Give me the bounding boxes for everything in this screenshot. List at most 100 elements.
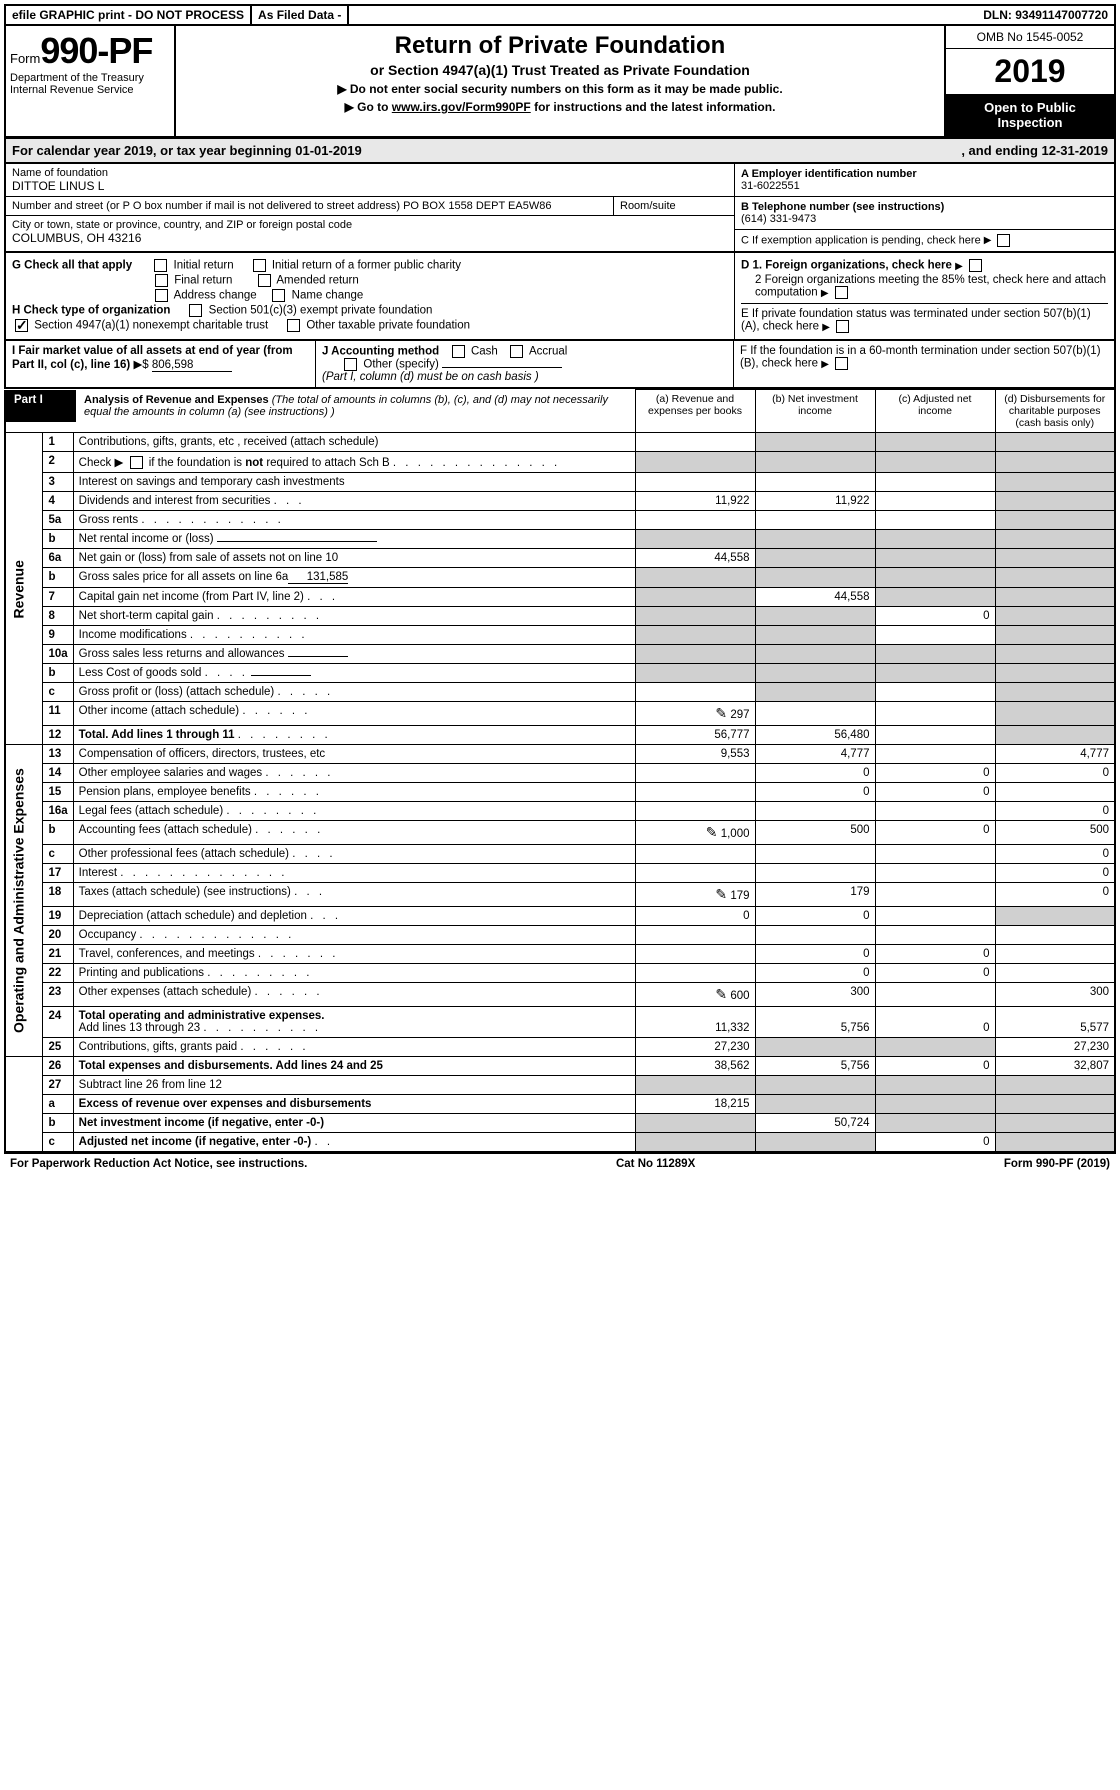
revenue-label: Revenue <box>5 433 43 745</box>
col-c-header: (c) Adjusted net income <box>875 390 995 433</box>
attach-icon[interactable]: ✎ <box>715 705 727 722</box>
row-12: 12Total. Add lines 1 through 11 . . . . … <box>5 726 1115 745</box>
row-2: 2Check ▶ if the foundation is not requir… <box>5 452 1115 473</box>
c-label: C If exemption application is pending, c… <box>741 234 981 246</box>
row-17: 17Interest . . . . . . . . . . . . . .0 <box>5 864 1115 883</box>
row-6a: 6aNet gain or (loss) from sale of assets… <box>5 549 1115 568</box>
part1-table: Part I Analysis of Revenue and Expenses … <box>4 389 1116 1153</box>
d2-checkbox[interactable] <box>835 286 848 299</box>
gh-right: D 1. Foreign organizations, check here 2… <box>734 253 1114 339</box>
f-cell: F If the foundation is in a 60-month ter… <box>734 341 1114 387</box>
phone-value: (614) 331-9473 <box>741 213 816 225</box>
footer-mid: Cat No 11289X <box>616 1158 695 1170</box>
phone-row: B Telephone number (see instructions) (6… <box>735 197 1114 230</box>
row-22: 22Printing and publications . . . . . . … <box>5 964 1115 983</box>
row-27: 27Subtract line 26 from line 12 <box>5 1076 1115 1095</box>
row-23: 23Other expenses (attach schedule) . . .… <box>5 983 1115 1007</box>
year-end: 12-31-2019 <box>1042 143 1109 158</box>
form-prefix: Form <box>10 51 40 66</box>
ij-block: I Fair market value of all assets at end… <box>4 341 1116 389</box>
exemption-row: C If exemption application is pending, c… <box>735 230 1114 251</box>
j-accrual-checkbox[interactable] <box>510 345 523 358</box>
part1-tag: Part I <box>6 390 76 422</box>
r2-checkbox[interactable] <box>130 456 143 469</box>
attach-icon[interactable]: ✎ <box>715 886 727 903</box>
row-18: 18Taxes (attach schedule) (see instructi… <box>5 883 1115 907</box>
row-1: Revenue 1Contributions, gifts, grants, e… <box>5 433 1115 452</box>
irs-link[interactable]: www.irs.gov/Form990PF <box>392 100 531 114</box>
gh-left: G Check all that apply Initial return In… <box>6 253 734 339</box>
efile-notice: efile GRAPHIC print - DO NOT PROCESS <box>6 6 252 24</box>
ein-value: 31-6022551 <box>741 180 800 192</box>
row-3: 3Interest on savings and temporary cash … <box>5 473 1115 492</box>
row-6b: bGross sales price for all assets on lin… <box>5 568 1115 588</box>
arrow-icon <box>984 234 995 246</box>
gh-block: G Check all that apply Initial return In… <box>4 253 1116 341</box>
expenses-label: Operating and Administrative Expenses <box>5 745 43 1057</box>
row-5a: 5aGross rents . . . . . . . . . . . . <box>5 511 1115 530</box>
h-4947-checkbox[interactable] <box>15 319 28 332</box>
j-other-checkbox[interactable] <box>344 358 357 371</box>
foundation-name: DITTOE LINUS L <box>12 179 104 193</box>
row-9: 9Income modifications . . . . . . . . . … <box>5 626 1115 645</box>
g-initial-checkbox[interactable] <box>154 259 167 272</box>
row-7: 7Capital gain net income (from Part IV, … <box>5 588 1115 607</box>
room-label: Room/suite <box>614 197 734 215</box>
form-number: 990-PF <box>40 30 152 71</box>
city-value: COLUMBUS, OH 43216 <box>12 231 141 245</box>
footer-left: For Paperwork Reduction Act Notice, see … <box>10 1158 307 1170</box>
g-final-checkbox[interactable] <box>155 274 168 287</box>
dept-label: Department of the Treasury <box>10 72 170 84</box>
calendar-year-row: For calendar year 2019, or tax year begi… <box>4 138 1116 164</box>
fmv-value: 806,598 <box>152 359 232 372</box>
form-page: efile GRAPHIC print - DO NOT PROCESS As … <box>0 0 1120 1178</box>
open-inspection: Open to Public Inspection <box>946 94 1114 136</box>
row-10b: bLess Cost of goods sold . . . . <box>5 664 1115 683</box>
row-27a: aExcess of revenue over expenses and dis… <box>5 1095 1115 1114</box>
row-4: 4Dividends and interest from securities … <box>5 492 1115 511</box>
e-checkbox[interactable] <box>836 320 849 333</box>
dln-label: DLN: <box>983 8 1012 22</box>
g-amended-checkbox[interactable] <box>258 274 271 287</box>
dln-value: 93491147007720 <box>1015 8 1108 22</box>
h-501c3-checkbox[interactable] <box>189 304 202 317</box>
header-center: Return of Private Foundation or Section … <box>176 26 944 136</box>
row-14: 14Other employee salaries and wages . . … <box>5 764 1115 783</box>
attach-icon[interactable]: ✎ <box>715 986 727 1003</box>
attach-icon[interactable]: ✎ <box>706 824 718 841</box>
header-right: OMB No 1545-0052 2019 Open to Public Ins… <box>944 26 1114 136</box>
irs-label: Internal Revenue Service <box>10 84 170 96</box>
h-row: H Check type of organization Section 501… <box>12 304 728 317</box>
row-8: 8Net short-term capital gain . . . . . .… <box>5 607 1115 626</box>
c-checkbox[interactable] <box>997 234 1010 247</box>
j-cash-checkbox[interactable] <box>452 345 465 358</box>
foundation-name-row: Name of foundation DITTOE LINUS L <box>6 164 734 197</box>
d1-checkbox[interactable] <box>969 259 982 272</box>
row-16c: cOther professional fees (attach schedul… <box>5 845 1115 864</box>
name-label: Name of foundation <box>12 167 728 179</box>
f-checkbox[interactable] <box>835 357 848 370</box>
row-10a: 10aGross sales less returns and allowanc… <box>5 645 1115 664</box>
g-address-checkbox[interactable] <box>155 289 168 302</box>
col-a-header: (a) Revenue and expenses per books <box>635 390 755 433</box>
row-20: 20Occupancy . . . . . . . . . . . . . <box>5 926 1115 945</box>
city-label: City or town, state or province, country… <box>12 219 728 231</box>
h-label: H Check type of organization <box>12 305 170 317</box>
ein-row: A Employer identification number 31-6022… <box>735 164 1114 197</box>
year-begin: 01-01-2019 <box>295 143 362 158</box>
row-27c: cAdjusted net income (if negative, enter… <box>5 1133 1115 1153</box>
tax-year: 2019 <box>946 49 1114 94</box>
g-name-checkbox[interactable] <box>272 289 285 302</box>
h-other-checkbox[interactable] <box>287 319 300 332</box>
row-21: 21Travel, conferences, and meetings . . … <box>5 945 1115 964</box>
omb-number: OMB No 1545-0052 <box>946 26 1114 49</box>
j-cell: J Accounting method Cash Accrual Other (… <box>316 341 734 387</box>
instruction-1: ▶ Do not enter social security numbers o… <box>182 82 938 96</box>
g-row: G Check all that apply Initial return In… <box>12 259 728 272</box>
row-19: 19Depreciation (attach schedule) and dep… <box>5 907 1115 926</box>
row-15: 15Pension plans, employee benefits . . .… <box>5 783 1115 802</box>
g-initial-former-checkbox[interactable] <box>253 259 266 272</box>
row-27b: bNet investment income (if negative, ent… <box>5 1114 1115 1133</box>
instruction-2: ▶ Go to www.irs.gov/Form990PF for instru… <box>182 100 938 114</box>
identification-block: Name of foundation DITTOE LINUS L Number… <box>4 164 1116 253</box>
